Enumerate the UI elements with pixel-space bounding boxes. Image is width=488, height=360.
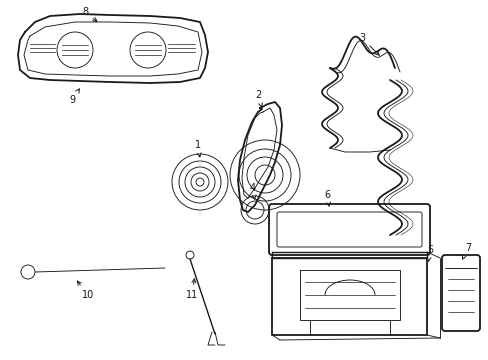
Text: 3: 3 (358, 33, 379, 55)
Text: 11: 11 (185, 279, 198, 300)
Text: 5: 5 (426, 245, 432, 261)
Text: 10: 10 (77, 281, 94, 300)
Text: 7: 7 (462, 243, 470, 259)
Text: 8: 8 (82, 7, 97, 22)
Text: 9: 9 (69, 89, 79, 105)
Text: 4: 4 (249, 183, 256, 199)
Text: 2: 2 (254, 90, 262, 107)
Text: 6: 6 (323, 190, 330, 206)
Text: 1: 1 (195, 140, 201, 157)
